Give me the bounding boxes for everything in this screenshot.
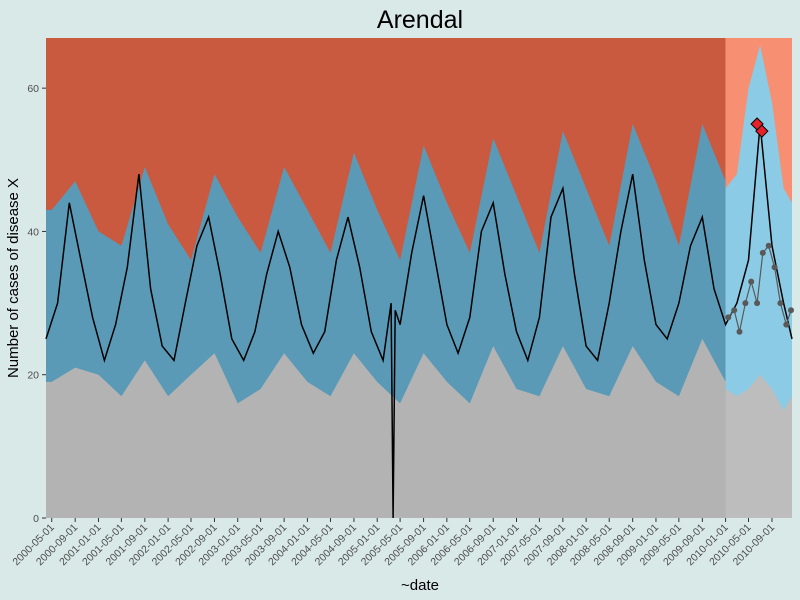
prediction-point xyxy=(788,307,794,314)
baseline-lower-region xyxy=(46,338,726,518)
x-axis-label: ~date xyxy=(401,577,439,594)
prediction-point xyxy=(736,328,743,335)
prediction-point xyxy=(725,314,732,321)
y-tick-label: 60 xyxy=(27,83,39,95)
prediction-point xyxy=(783,321,790,328)
y-axis-label: Number of cases of disease X xyxy=(5,178,22,378)
y-tick-label: 40 xyxy=(27,226,39,238)
prediction-line xyxy=(727,244,792,332)
prediction-point xyxy=(748,278,755,285)
alert-marker xyxy=(755,124,769,138)
chart-title: Arendal xyxy=(377,6,463,34)
prediction-point xyxy=(754,300,761,307)
prediction-point xyxy=(777,300,784,307)
prediction-point xyxy=(742,300,749,307)
prediction-point xyxy=(765,242,772,249)
prediction-point xyxy=(771,264,778,271)
prediction-point xyxy=(759,249,766,256)
y-tick-label: 0 xyxy=(33,513,39,525)
y-tick-label: 20 xyxy=(27,370,39,382)
prediction-point xyxy=(731,307,738,314)
observed-cases-line xyxy=(45,123,793,519)
prediction-lower-region xyxy=(725,374,792,518)
